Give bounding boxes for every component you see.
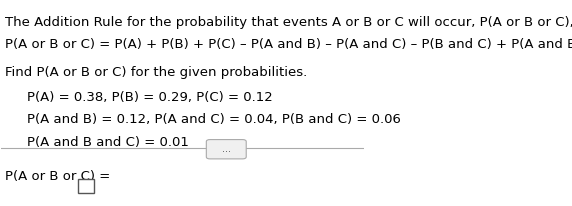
FancyBboxPatch shape	[206, 140, 246, 159]
Text: P(A or B or C) =: P(A or B or C) =	[5, 170, 114, 183]
Text: P(A) = 0.38, P(B) = 0.29, P(C) = 0.12: P(A) = 0.38, P(B) = 0.29, P(C) = 0.12	[27, 91, 272, 104]
FancyBboxPatch shape	[78, 179, 94, 193]
Text: P(A and B) = 0.12, P(A and C) = 0.04, P(B and C) = 0.06: P(A and B) = 0.12, P(A and C) = 0.04, P(…	[27, 113, 400, 126]
Text: P(A and B and C) = 0.01: P(A and B and C) = 0.01	[27, 136, 189, 149]
Text: P(A or B or C) = P(A) + P(B) + P(C) – P(A and B) – P(A and C) – P(B and C) + P(A: P(A or B or C) = P(A) + P(B) + P(C) – P(…	[5, 38, 572, 51]
Text: The Addition Rule for the probability that events A or B or C will occur, P(A or: The Addition Rule for the probability th…	[5, 16, 572, 29]
Text: Find P(A or B or C) for the given probabilities.: Find P(A or B or C) for the given probab…	[5, 66, 307, 80]
Text: ...: ...	[222, 144, 231, 154]
